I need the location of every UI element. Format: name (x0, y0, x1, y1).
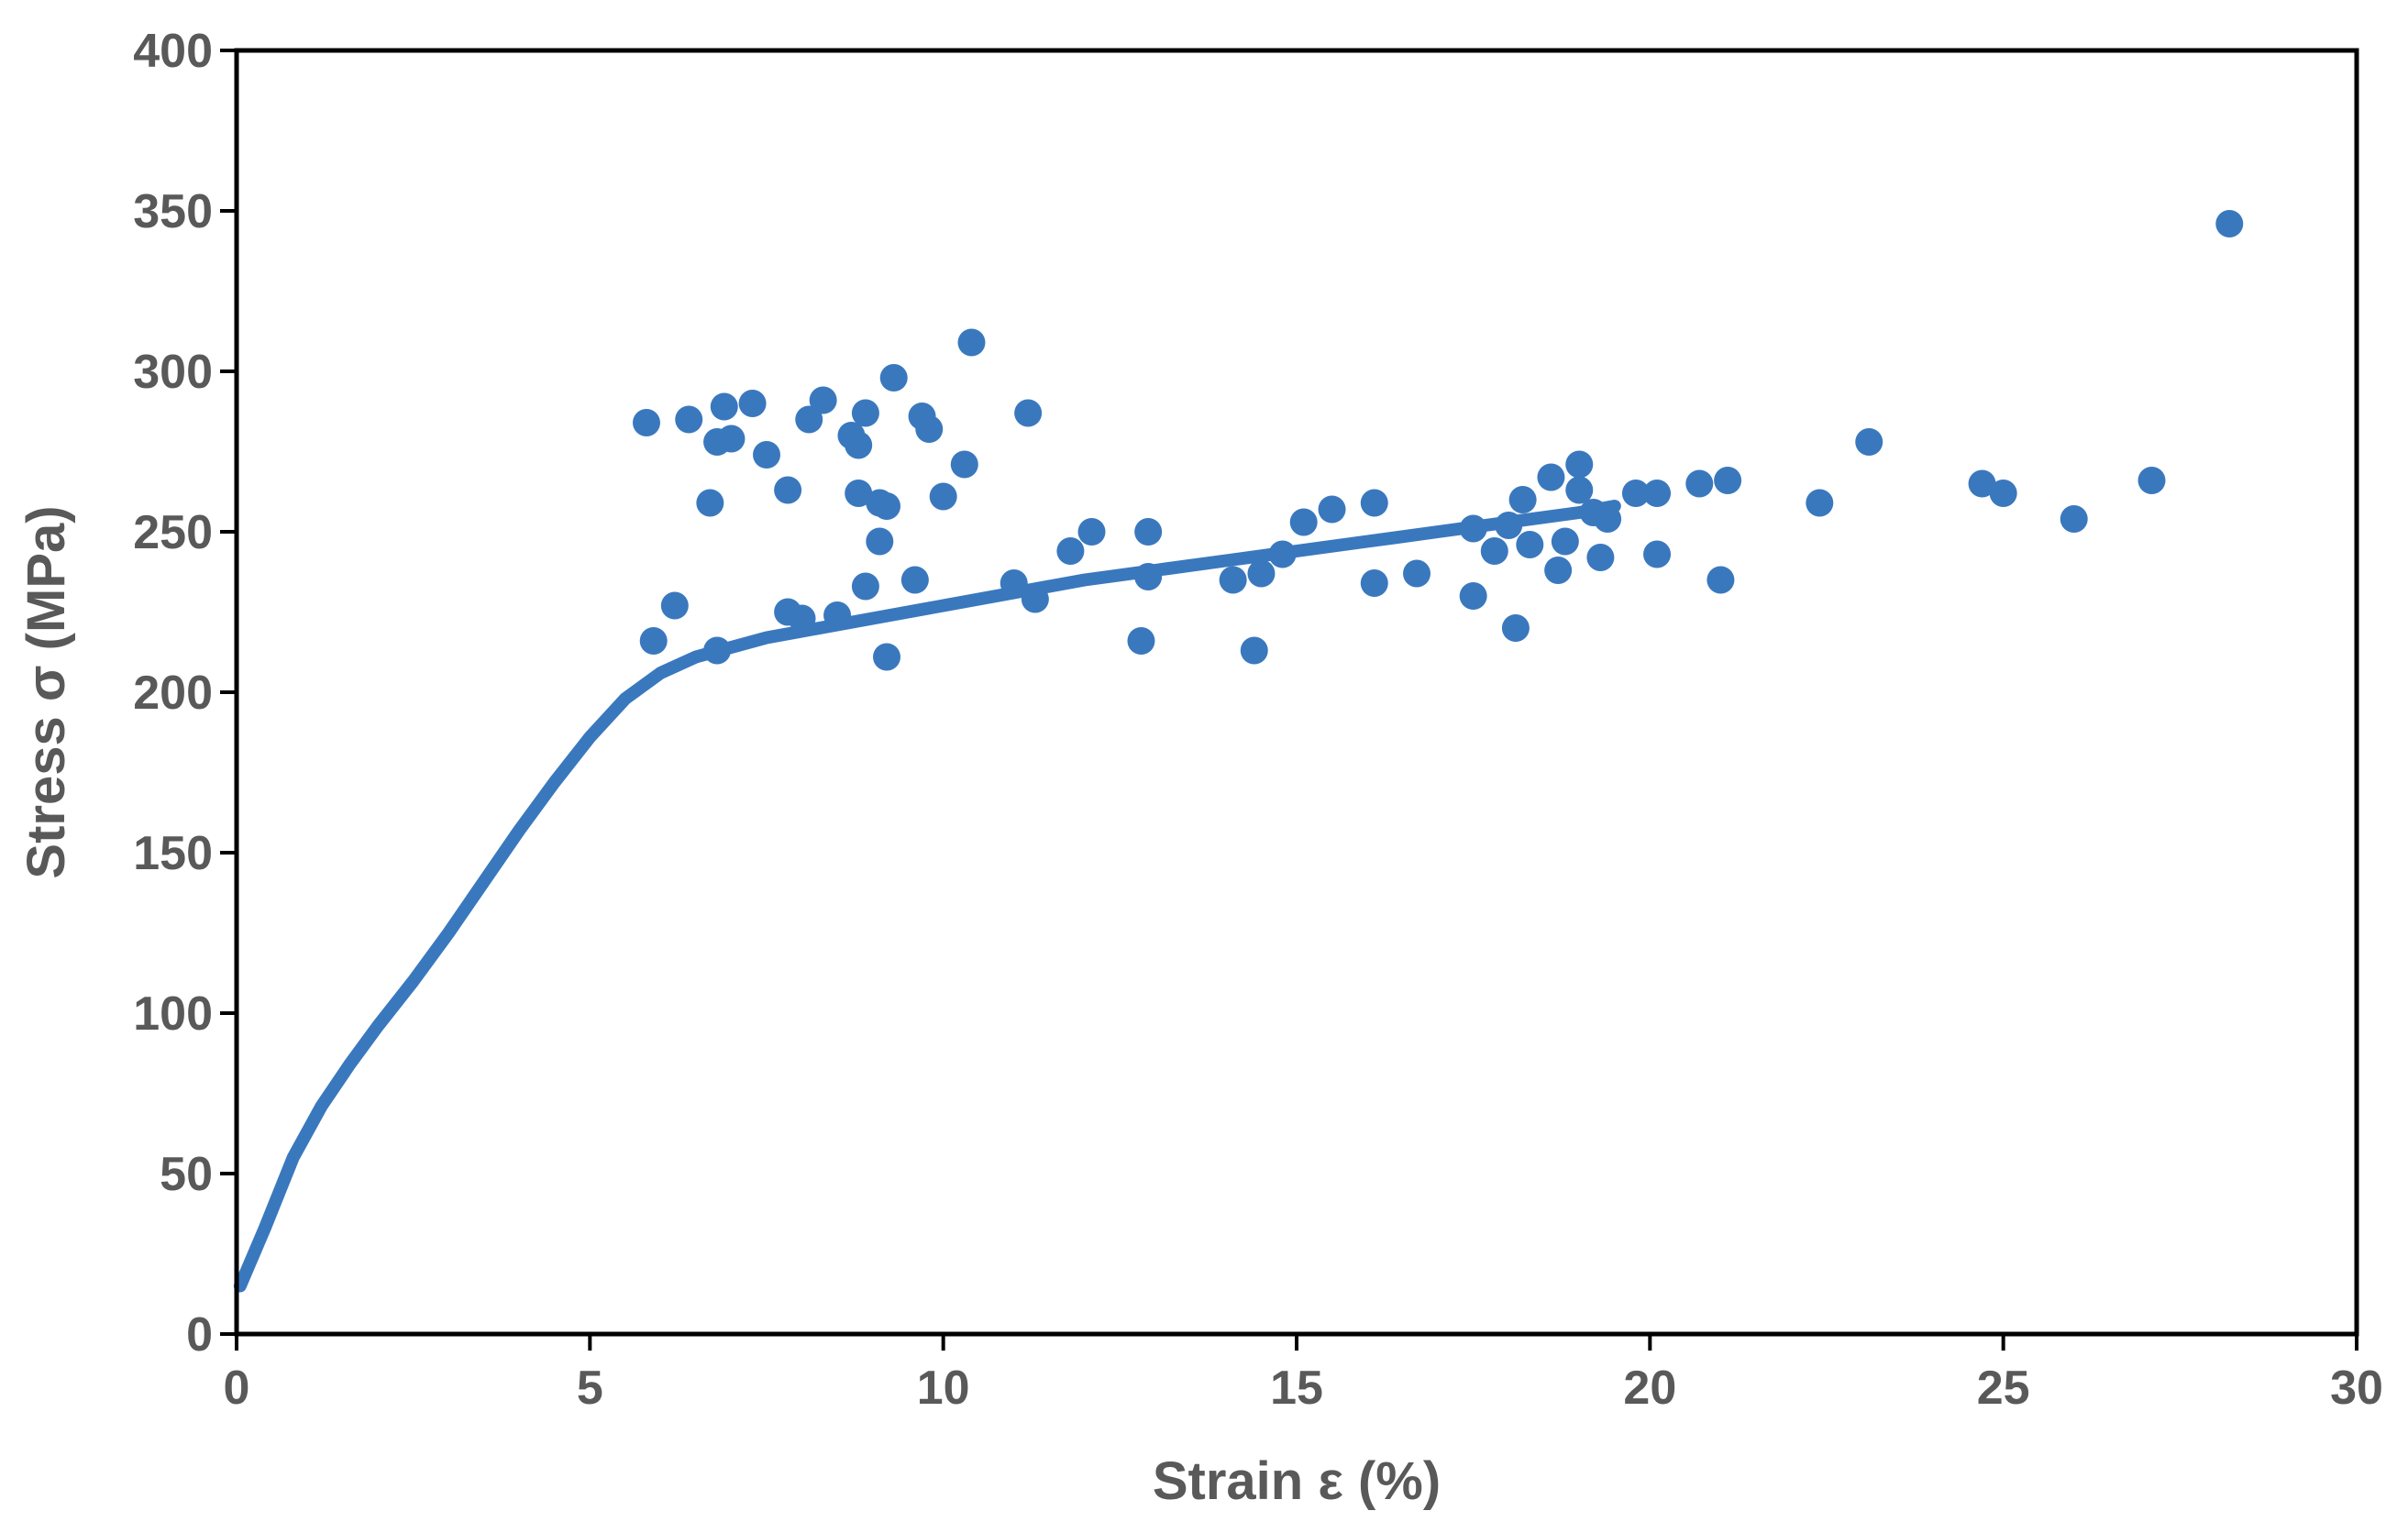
x-tick-label: 25 (1977, 1362, 2030, 1415)
data-point (957, 328, 986, 357)
data-point (1707, 566, 1735, 594)
data-point (866, 527, 894, 556)
data-point (2137, 467, 2166, 494)
data-point (639, 627, 668, 655)
data-point (1537, 463, 1565, 491)
data-point (696, 489, 724, 517)
data-point (717, 425, 746, 453)
data-point (1516, 531, 1544, 558)
x-tick-label: 0 (224, 1362, 250, 1415)
data-point (1594, 505, 1622, 533)
x-axis-ticks: 0 5 10 15 20 25 30 (224, 1334, 2383, 1415)
y-tick-label: 200 (133, 667, 213, 720)
data-point (1360, 569, 1388, 597)
x-tick-label: 30 (2330, 1362, 2383, 1415)
y-tick-label: 50 (160, 1148, 213, 1201)
data-point (1077, 518, 1106, 546)
data-point (2060, 505, 2088, 533)
data-point (1021, 585, 1049, 613)
data-point (1968, 469, 1996, 498)
data-point (1403, 559, 1431, 588)
y-axis-title: Stress σ (MPa) (17, 505, 76, 878)
x-tick-label: 15 (1270, 1362, 1323, 1415)
data-point (1643, 480, 1672, 507)
fit-curve-line (233, 500, 1621, 1293)
data-point (845, 431, 873, 459)
data-point (1551, 527, 1579, 556)
axes (234, 48, 2359, 1337)
y-tick-label: 150 (133, 827, 213, 880)
data-point (1643, 540, 1672, 568)
data-point (1247, 559, 1276, 588)
plot-frame (234, 48, 2359, 1337)
data-point (929, 482, 957, 511)
plot-marks (233, 210, 2244, 1293)
y-axis-ticks: 0 50 100 150 200 250 300 350 400 (133, 25, 237, 1362)
data-point (774, 476, 802, 504)
data-point (632, 409, 660, 436)
data-point (1240, 636, 1268, 665)
data-point (1134, 518, 1163, 546)
data-point (710, 392, 738, 421)
data-point (915, 415, 944, 443)
data-point (1501, 614, 1530, 642)
data-point (1806, 489, 1834, 517)
data-point (1000, 569, 1028, 597)
data-point (851, 572, 879, 601)
y-tick-label: 0 (186, 1308, 213, 1362)
data-point (1056, 537, 1085, 565)
data-point (1014, 399, 1043, 427)
data-point (1289, 508, 1318, 536)
data-point (1318, 495, 1346, 524)
data-point (1565, 450, 1594, 479)
data-point (1480, 537, 1508, 565)
y-tick-label: 300 (133, 346, 213, 399)
data-point (788, 604, 816, 633)
data-point (1565, 476, 1594, 504)
data-point (1714, 467, 1742, 494)
data-point (873, 643, 901, 671)
data-point (950, 450, 978, 479)
data-point (1989, 480, 2017, 507)
data-point (703, 636, 732, 665)
y-tick-label: 400 (133, 25, 213, 78)
y-tick-label: 250 (133, 506, 213, 559)
y-tick-label: 350 (133, 185, 213, 238)
data-point (1855, 428, 1883, 456)
data-point (753, 441, 780, 469)
x-tick-label: 20 (1623, 1362, 1676, 1415)
data-point (1544, 557, 1573, 584)
data-point (1621, 480, 1650, 507)
data-point (1219, 566, 1247, 594)
y-tick-label: 100 (133, 987, 213, 1041)
data-point (1495, 512, 1523, 539)
x-axis-title: Strain ε (%) (1153, 1451, 1441, 1511)
data-point (660, 591, 689, 620)
data-point (879, 364, 908, 392)
data-point (738, 390, 767, 417)
data-point (1685, 469, 1714, 498)
data-point (1127, 627, 1155, 655)
data-point (795, 405, 823, 434)
data-point (845, 480, 873, 507)
data-point (1360, 489, 1388, 517)
x-tick-label: 10 (917, 1362, 970, 1415)
data-point (1134, 563, 1163, 590)
data-point (1459, 514, 1487, 543)
data-point (900, 566, 929, 594)
data-point (873, 492, 901, 520)
data-point (823, 601, 852, 629)
x-tick-label: 5 (577, 1362, 603, 1415)
data-point (851, 399, 879, 427)
data-point (1459, 582, 1487, 610)
data-point (2215, 210, 2244, 237)
data-point (1268, 540, 1297, 568)
data-point (1586, 544, 1615, 571)
data-point (675, 405, 703, 434)
data-point (1508, 486, 1537, 513)
data-point (809, 386, 837, 414)
